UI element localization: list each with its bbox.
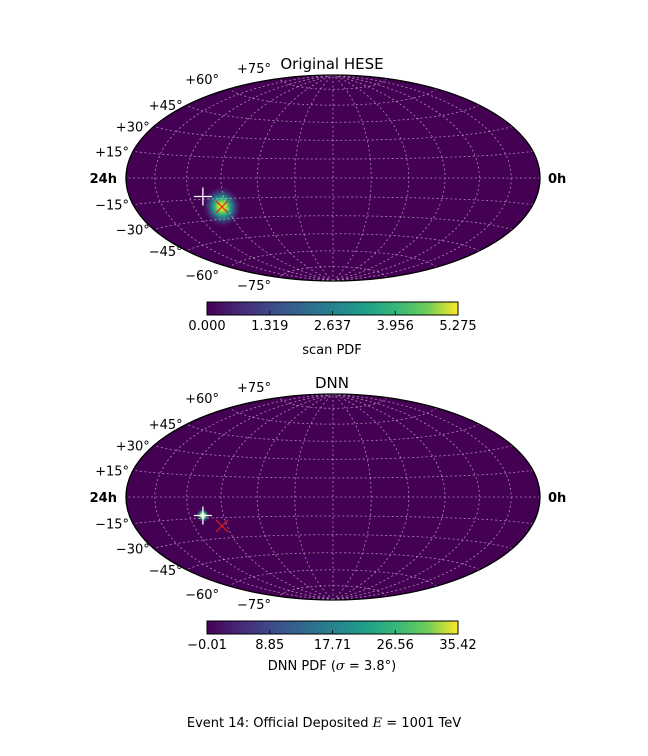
ra-gridline xyxy=(332,75,480,281)
colorbar-label: scan PDF xyxy=(302,343,362,358)
dec-gridline xyxy=(132,196,534,206)
ra-gridline xyxy=(332,394,446,600)
colorbar: −0.01 8.85 17.71 26.56 35.42 DNN PDF (σ = 3.8… xyxy=(187,620,477,674)
dec-tick-label: +15° xyxy=(95,145,129,160)
ra-gridline xyxy=(256,75,334,281)
dec-tick-label: −75° xyxy=(237,279,271,294)
ra-gridline xyxy=(332,394,480,600)
dec-gridline xyxy=(132,515,534,525)
ra-gridline xyxy=(294,75,334,281)
panel-title: DNN xyxy=(315,374,349,392)
colorbar-tick-label: 2.637 xyxy=(314,319,351,334)
dec-tick-label: +45° xyxy=(149,418,183,433)
dec-tick-label: +30° xyxy=(116,440,150,455)
panel-title: Original HESE xyxy=(280,55,383,73)
dec-tick-label: −75° xyxy=(237,598,271,613)
dec-gridline xyxy=(186,423,480,442)
ra-gridline xyxy=(220,75,334,281)
dec-tick-label: +15° xyxy=(95,464,129,479)
caption-suffix: = 1001 TeV xyxy=(382,716,462,731)
sky-map-outline xyxy=(125,393,541,601)
dec-tick-label: −30° xyxy=(116,542,150,557)
dec-tick-label: −60° xyxy=(185,588,219,603)
ra-label-right: 0h xyxy=(548,491,566,506)
colorbar-tick-label: 5.275 xyxy=(439,319,476,334)
caption-prefix: Event 14: Official Deposited xyxy=(186,716,373,731)
ra-gridline xyxy=(332,75,512,281)
dec-tick-label: +45° xyxy=(149,99,183,114)
colorbar-tick-label: 1.319 xyxy=(251,319,288,334)
caption-variable: E xyxy=(372,716,383,731)
dec-tick-label: +75° xyxy=(237,381,271,396)
dec-gridline xyxy=(132,150,534,160)
ra-gridline xyxy=(332,394,372,600)
best-fit-x-marker xyxy=(215,519,229,533)
dec-tick-label: −15° xyxy=(95,199,129,214)
ra-gridline xyxy=(294,394,334,600)
dec-tick-label: −45° xyxy=(149,564,183,579)
ra-label-left: 24h xyxy=(90,491,117,506)
ra-label-left: 24h xyxy=(90,172,117,187)
colorbar-tick-label: 0.000 xyxy=(188,319,225,334)
panel-original-hese: Original HESE +75° +60°+45° +30° +15° −15° −30… xyxy=(90,55,567,358)
figure-caption: Event 14: Official Deposited E = 1001 Te… xyxy=(0,716,648,731)
dec-tick-label: +30° xyxy=(116,121,150,136)
colorbar-label: DNN PDF (σ = 3.8°) xyxy=(268,659,396,674)
sky-map-outline xyxy=(125,74,541,282)
colorbar-tick-label: 8.85 xyxy=(255,638,284,653)
ra-gridline xyxy=(332,394,410,600)
colorbar-tick-label: 3.956 xyxy=(377,319,414,334)
graticule xyxy=(126,75,540,281)
colorbar-tick-label: 17.71 xyxy=(314,638,351,653)
dec-gridline xyxy=(132,469,534,479)
colorbar: 0.000 1.319 2.637 3.956 5.275 scan PDF xyxy=(188,301,477,358)
dec-tick-label: −45° xyxy=(149,245,183,260)
ra-gridline xyxy=(220,394,334,600)
ra-label-right: 0h xyxy=(548,172,566,187)
dec-tick-label: −15° xyxy=(95,518,129,533)
dec-gridline xyxy=(186,104,480,123)
ra-gridline xyxy=(186,75,334,281)
dec-gridline xyxy=(279,78,387,90)
dec-gridline xyxy=(279,397,387,409)
colorbar-tick-label: 35.42 xyxy=(439,638,476,653)
colorbar-tick-label: −0.01 xyxy=(187,638,227,653)
truth-cross-marker xyxy=(193,187,212,206)
ra-gridline xyxy=(332,75,372,281)
ra-gridline xyxy=(154,394,334,600)
colorbar-tick-label: 26.56 xyxy=(377,638,414,653)
dec-tick-label: −30° xyxy=(116,223,150,238)
ra-gridline xyxy=(332,75,446,281)
ra-gridline xyxy=(186,394,334,600)
graticule xyxy=(126,394,540,600)
ra-gridline xyxy=(332,394,512,600)
best-fit-x-marker xyxy=(215,200,229,214)
ra-gridline xyxy=(154,75,334,281)
panel-dnn: DNN +75° +60°+45° +30° +15° −15° −30° −45°−60° −… xyxy=(90,374,567,674)
dec-tick-label: +60° xyxy=(185,73,219,88)
dec-tick-label: −60° xyxy=(185,269,219,284)
ra-gridline xyxy=(332,75,410,281)
dec-tick-label: +60° xyxy=(185,392,219,407)
ra-gridline xyxy=(256,394,334,600)
truth-cross-marker xyxy=(193,506,212,525)
dec-tick-label: +75° xyxy=(237,62,271,77)
